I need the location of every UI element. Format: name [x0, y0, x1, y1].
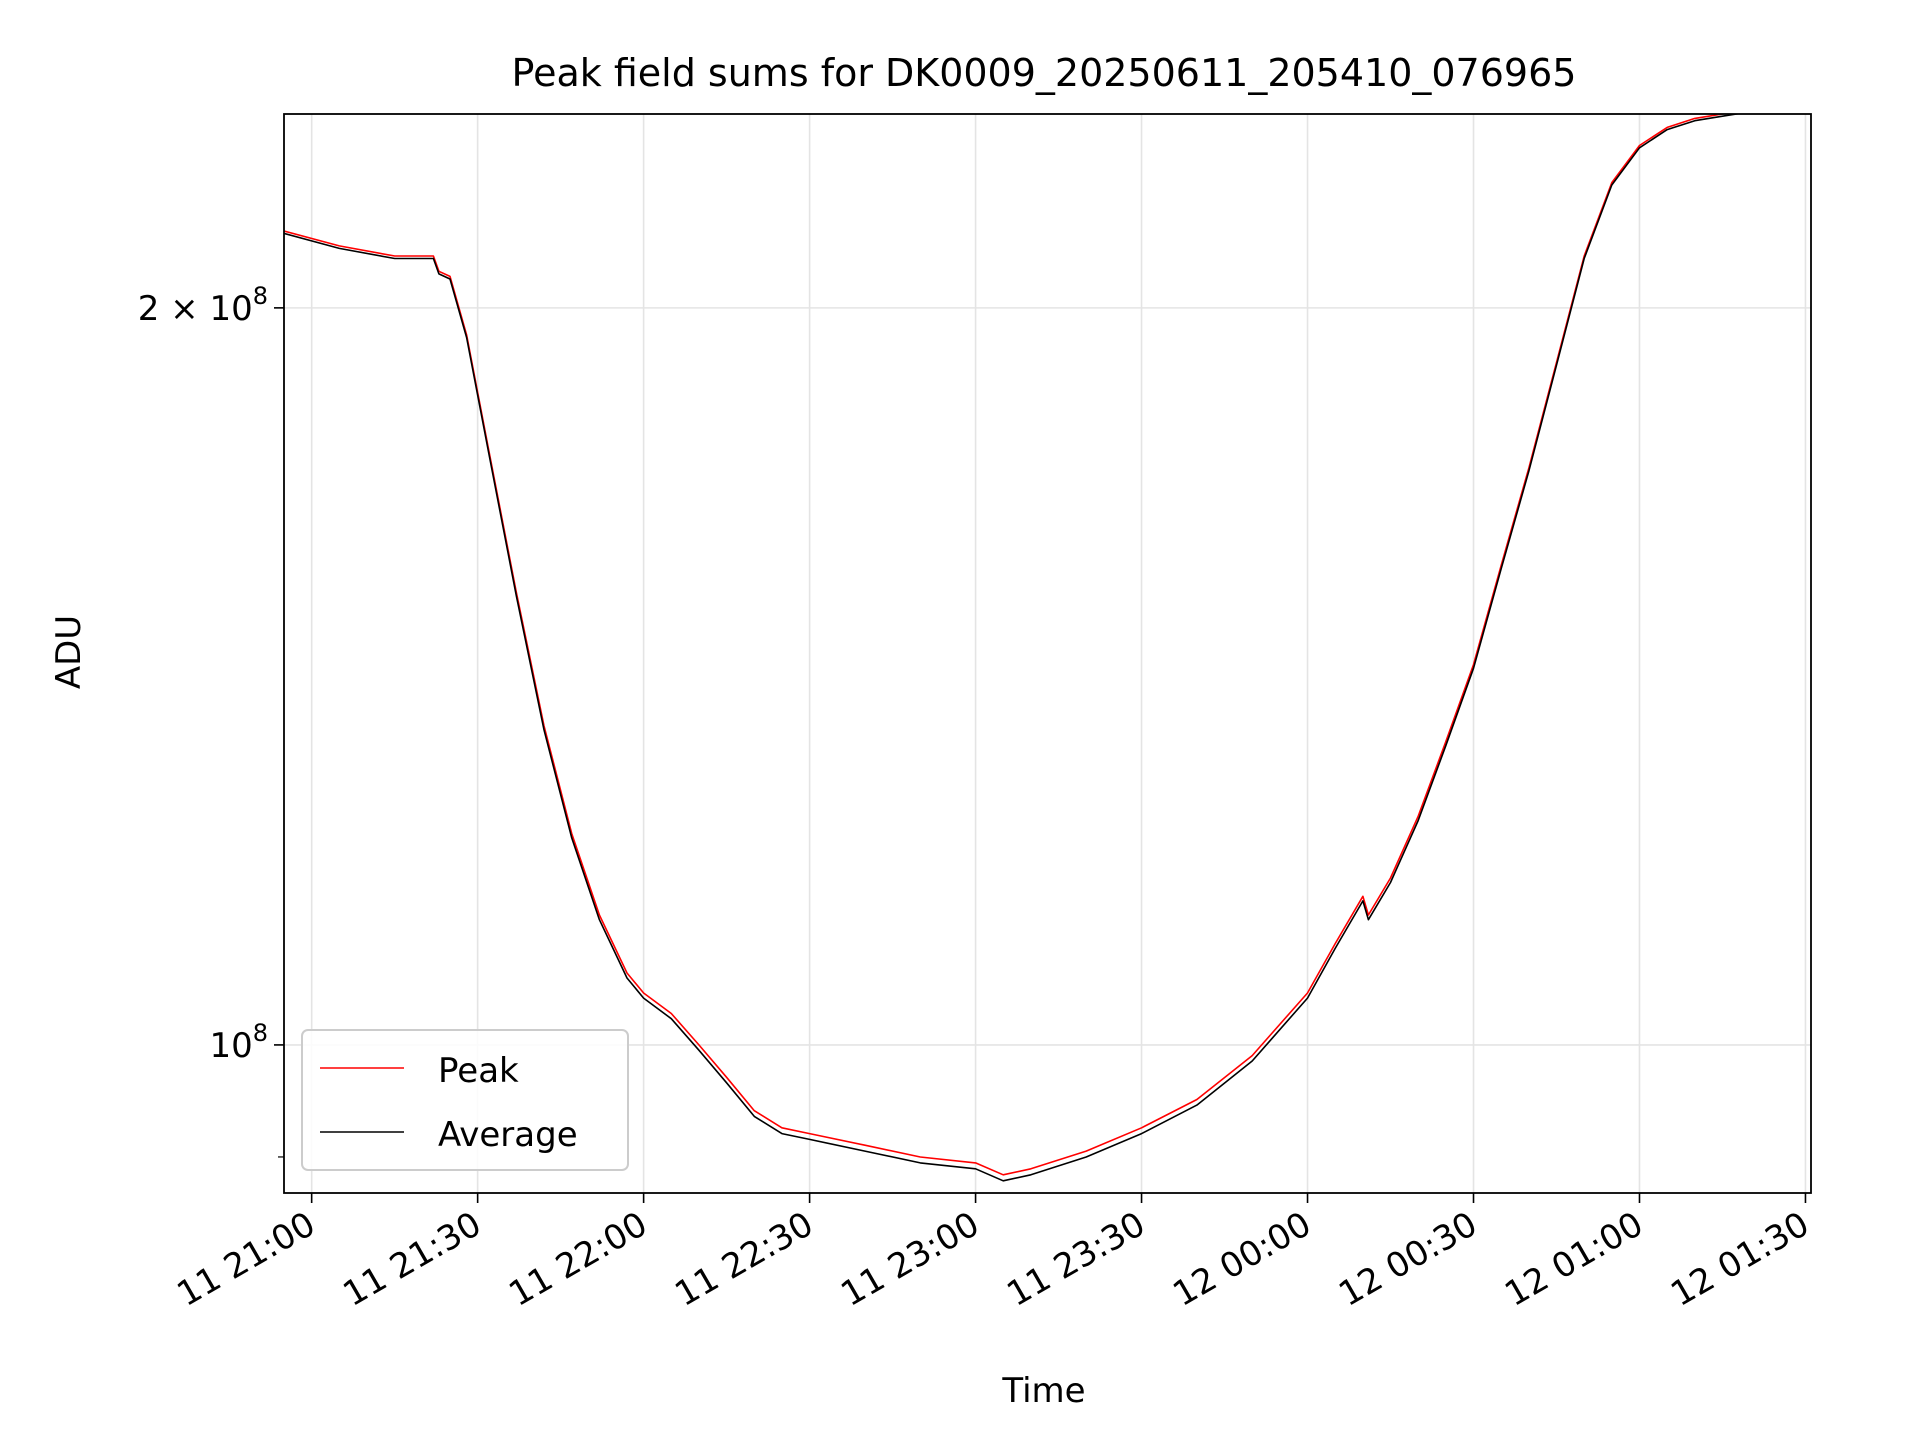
x-tick-label: 12 00:30 [1332, 1204, 1484, 1315]
x-tick-label: 11 21:00 [170, 1204, 322, 1315]
legend-label-average: Average [438, 1115, 578, 1155]
x-tick-label: 12 01:30 [1664, 1204, 1816, 1315]
x-tick-label: 11 22:30 [668, 1204, 820, 1315]
y-tick-label: 2 × 108 [138, 282, 268, 329]
x-tick-label: 12 00:00 [1166, 1204, 1318, 1315]
x-axis-label: Time [1001, 1371, 1085, 1411]
legend-label-peak: Peak [438, 1051, 519, 1091]
x-tick-label: 11 21:30 [336, 1204, 488, 1315]
chart-title: Peak field sums for DK0009_20250611_2054… [512, 51, 1577, 95]
x-tick-label: 11 22:00 [502, 1204, 654, 1315]
legend: Peak Average [301, 1029, 629, 1171]
series-layer [284, 114, 1742, 1182]
y-axis-label: ADU [49, 615, 89, 689]
x-tick-label: 11 23:00 [834, 1204, 986, 1315]
x-tick-label: 12 01:00 [1498, 1204, 1650, 1315]
series-line-average [284, 114, 1742, 1182]
y-tick-label: 108 [209, 1019, 268, 1066]
axes-frame [283, 113, 1812, 1194]
legend-box [301, 1029, 629, 1171]
x-tick-label: 11 23:30 [1000, 1204, 1152, 1315]
